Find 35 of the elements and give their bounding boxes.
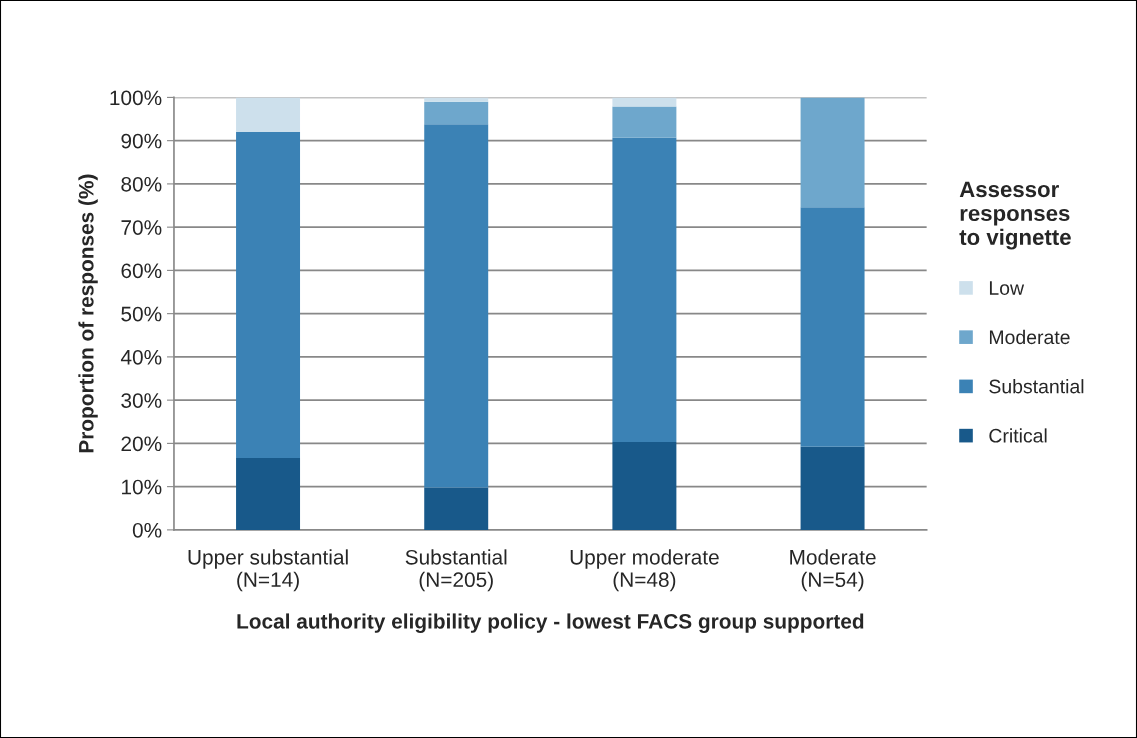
legend-label: Moderate — [989, 329, 1070, 345]
bar — [236, 132, 301, 459]
x-axis-title: Local authority eligibility policy - lowest FACS group supported — [237, 613, 864, 633]
bar — [236, 458, 301, 530]
x-tick-label: Moderate (N=54) — [790, 549, 876, 592]
y-tick-label: 30% — [121, 393, 162, 408]
bar — [236, 97, 301, 133]
y-tick-label: 60% — [121, 263, 162, 279]
y-tick-label: 50% — [121, 306, 162, 322]
x-tick-label: Upper substantial (N=14) — [188, 549, 348, 592]
y-tick-label: 90% — [121, 133, 162, 149]
y-tick-label: 0% — [132, 522, 162, 538]
bar — [424, 124, 489, 488]
legend-label: Low — [989, 281, 1025, 295]
x-tick-label: Upper moderate (N=48) — [570, 549, 719, 592]
x-tick-label: Substantial (N=205) — [405, 549, 507, 592]
y-tick-label: 100% — [110, 90, 162, 106]
bar — [800, 446, 865, 530]
y-tick-label: 80% — [121, 176, 162, 192]
y-tick-label: 40% — [120, 349, 162, 365]
bar — [800, 207, 865, 447]
y-tick-label: 70% — [121, 220, 162, 235]
bar — [612, 442, 677, 530]
y-axis-title: Proportion of responses (%) — [78, 174, 98, 453]
bar — [424, 97, 489, 102]
legend-title: Assessor responses to vignette — [959, 181, 1071, 250]
legend-label: Substantial — [989, 379, 1084, 394]
legend-label: Critical — [989, 428, 1047, 443]
bar — [800, 97, 865, 208]
bar — [612, 106, 677, 138]
bar — [424, 101, 489, 125]
bar — [612, 137, 677, 443]
y-tick-label: 20% — [121, 436, 162, 452]
bar — [424, 487, 489, 530]
y-tick-label: 10% — [122, 479, 162, 495]
